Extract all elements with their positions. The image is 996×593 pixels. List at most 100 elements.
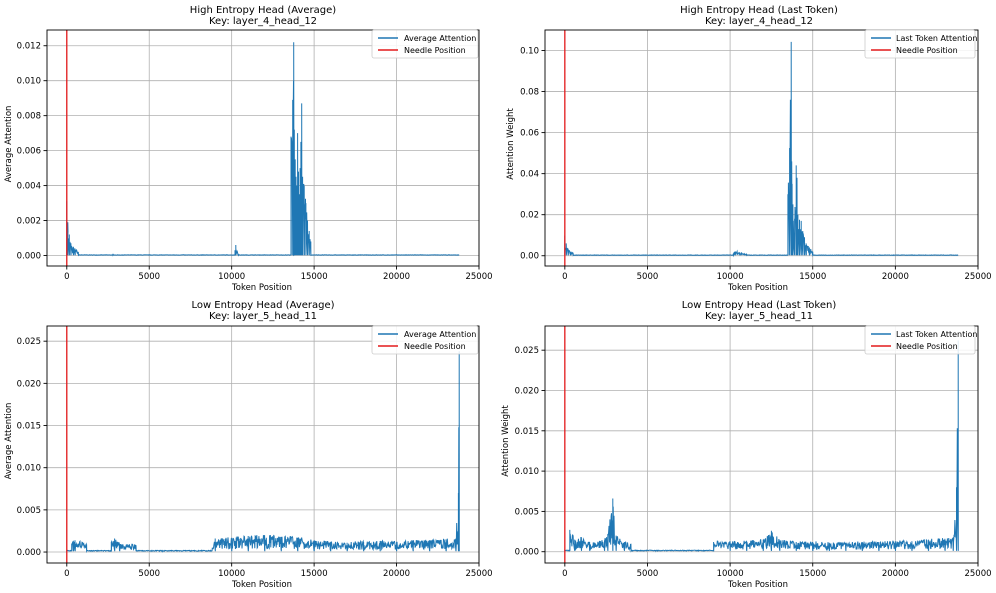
x-tick-label: 20000 xyxy=(882,272,909,282)
x-tick-label: 20000 xyxy=(383,569,410,579)
legend-entry-needle: Needle Position xyxy=(896,342,958,351)
x-tick-label: 0 xyxy=(64,569,69,579)
x-tick-label: 5000 xyxy=(138,569,160,579)
legend-entry-needle: Needle Position xyxy=(404,46,466,55)
x-tick-label: 5000 xyxy=(637,272,659,282)
legend: Last Token Attention Needle Position xyxy=(864,29,977,59)
legend-entry-needle: Needle Position xyxy=(404,342,466,351)
x-axis-label: Token Position xyxy=(231,283,292,293)
y-tick-label: 0.015 xyxy=(17,422,41,432)
axis-ticks: 0 5000 10000 15000 20000 25000 0.000 0.005 0.010… xyxy=(17,337,493,579)
legend-entry-series: Last Token Attention xyxy=(896,34,977,43)
y-tick-label: 0.000 xyxy=(17,252,41,262)
x-tick-label: 25000 xyxy=(964,569,991,579)
y-tick-label: 0.08 xyxy=(520,88,539,98)
legend: Average Attention Needle Position xyxy=(371,29,479,59)
x-tick-label: 20000 xyxy=(383,272,410,282)
grid-lines xyxy=(47,326,480,563)
y-tick-label: 0.020 xyxy=(17,379,41,389)
x-tick-label: 15000 xyxy=(799,272,826,282)
legend: Average Attention Needle Position xyxy=(371,325,479,355)
x-tick-label: 10000 xyxy=(717,569,744,579)
series-lines xyxy=(564,30,959,266)
x-tick-label: 25000 xyxy=(465,569,492,579)
y-tick-label: 0.005 xyxy=(515,507,539,517)
grid-lines xyxy=(47,30,480,266)
series-line xyxy=(66,351,460,553)
x-tick-label: 10000 xyxy=(218,569,245,579)
y-tick-label: 0.000 xyxy=(17,548,41,558)
series-line xyxy=(564,41,959,258)
grid-lines xyxy=(545,30,979,266)
x-tick-label: 0 xyxy=(562,272,567,282)
x-tick-label: 20000 xyxy=(882,569,909,579)
series-line xyxy=(564,340,959,553)
chart-subtitle: Key: layer_5_head_11 xyxy=(705,311,813,322)
y-tick-label: 0.010 xyxy=(17,77,41,87)
panel-low-entropy-last-token: Low Entropy Head (Last Token) Key: layer… xyxy=(501,300,992,590)
chart-subtitle: Key: layer_5_head_11 xyxy=(209,311,317,322)
legend-entry-series: Average Attention xyxy=(404,330,476,339)
y-tick-label: 0.04 xyxy=(520,170,539,180)
axis-ticks: 0 5000 10000 15000 20000 25000 0.00 0.02 0.04 0.0… xyxy=(520,47,991,282)
legend-entry-series: Last Token Attention xyxy=(896,330,977,339)
y-tick-label: 0.006 xyxy=(17,147,41,157)
x-tick-label: 25000 xyxy=(465,272,492,282)
x-axis-label: Token Position xyxy=(727,283,788,293)
y-tick-label: 0.002 xyxy=(17,217,41,227)
x-axis-label: Token Position xyxy=(727,580,788,590)
legend-entry-needle: Needle Position xyxy=(896,46,958,55)
legend-box xyxy=(371,29,479,59)
chart-subtitle: Key: layer_4_head_12 xyxy=(209,16,317,27)
legend: Last Token Attention Needle Position xyxy=(864,325,977,355)
y-tick-label: 0.025 xyxy=(17,337,41,347)
legend-entry-series: Average Attention xyxy=(404,34,476,43)
legend-box xyxy=(864,29,976,59)
y-tick-label: 0.004 xyxy=(17,182,41,192)
x-tick-label: 10000 xyxy=(717,272,744,282)
series-line xyxy=(66,42,460,257)
chart-title: High Entropy Head (Last Token) xyxy=(680,5,838,16)
series-lines xyxy=(564,326,959,563)
y-tick-label: 0.02 xyxy=(520,211,539,221)
panel-low-entropy-average: Low Entropy Head (Average) Key: layer_5_… xyxy=(4,300,493,590)
plot-frame xyxy=(544,325,979,564)
y-tick-label: 0.10 xyxy=(520,47,539,57)
axis-ticks: 0 5000 10000 15000 20000 25000 0.000 0.002 0.004… xyxy=(17,42,493,282)
x-tick-label: 0 xyxy=(562,569,567,579)
y-tick-label: 0.010 xyxy=(515,467,539,477)
series-lines xyxy=(66,326,460,563)
y-axis-label: Attention Weight xyxy=(506,108,516,180)
y-axis-label: Attention Weight xyxy=(501,405,511,477)
x-axis-label: Token Position xyxy=(231,580,292,590)
y-tick-label: 0.010 xyxy=(17,464,41,474)
x-tick-label: 15000 xyxy=(301,272,328,282)
plot-frame xyxy=(544,29,979,267)
x-tick-label: 15000 xyxy=(301,569,328,579)
series-lines xyxy=(66,30,460,266)
chart-subtitle: Key: layer_4_head_12 xyxy=(705,16,813,27)
y-tick-label: 0.008 xyxy=(17,112,41,122)
legend-box xyxy=(371,325,479,355)
panel-high-entropy-average: High Entropy Head (Average) Key: layer_4… xyxy=(4,5,493,293)
chart-title: Low Entropy Head (Last Token) xyxy=(682,300,837,311)
x-tick-label: 0 xyxy=(64,272,69,282)
y-tick-label: 0.005 xyxy=(17,506,41,516)
legend-box xyxy=(864,325,976,355)
x-tick-label: 5000 xyxy=(637,569,659,579)
y-tick-label: 0.015 xyxy=(515,427,539,437)
plot-frame xyxy=(46,325,480,564)
y-axis-label: Average Attention xyxy=(4,106,14,183)
y-tick-label: 0.000 xyxy=(515,548,539,558)
panel-high-entropy-last-token: High Entropy Head (Last Token) Key: laye… xyxy=(506,5,992,293)
y-axis-label: Average Attention xyxy=(4,403,14,480)
y-tick-label: 0.06 xyxy=(520,129,539,139)
chart-title: High Entropy Head (Average) xyxy=(190,5,336,16)
chart-title: Low Entropy Head (Average) xyxy=(191,300,334,311)
x-tick-label: 5000 xyxy=(138,272,160,282)
x-tick-label: 25000 xyxy=(964,272,991,282)
axis-ticks: 0 5000 10000 15000 20000 25000 0.000 0.005 0.010… xyxy=(515,346,992,579)
y-tick-label: 0.020 xyxy=(515,386,539,396)
y-tick-label: 0.00 xyxy=(520,252,539,262)
